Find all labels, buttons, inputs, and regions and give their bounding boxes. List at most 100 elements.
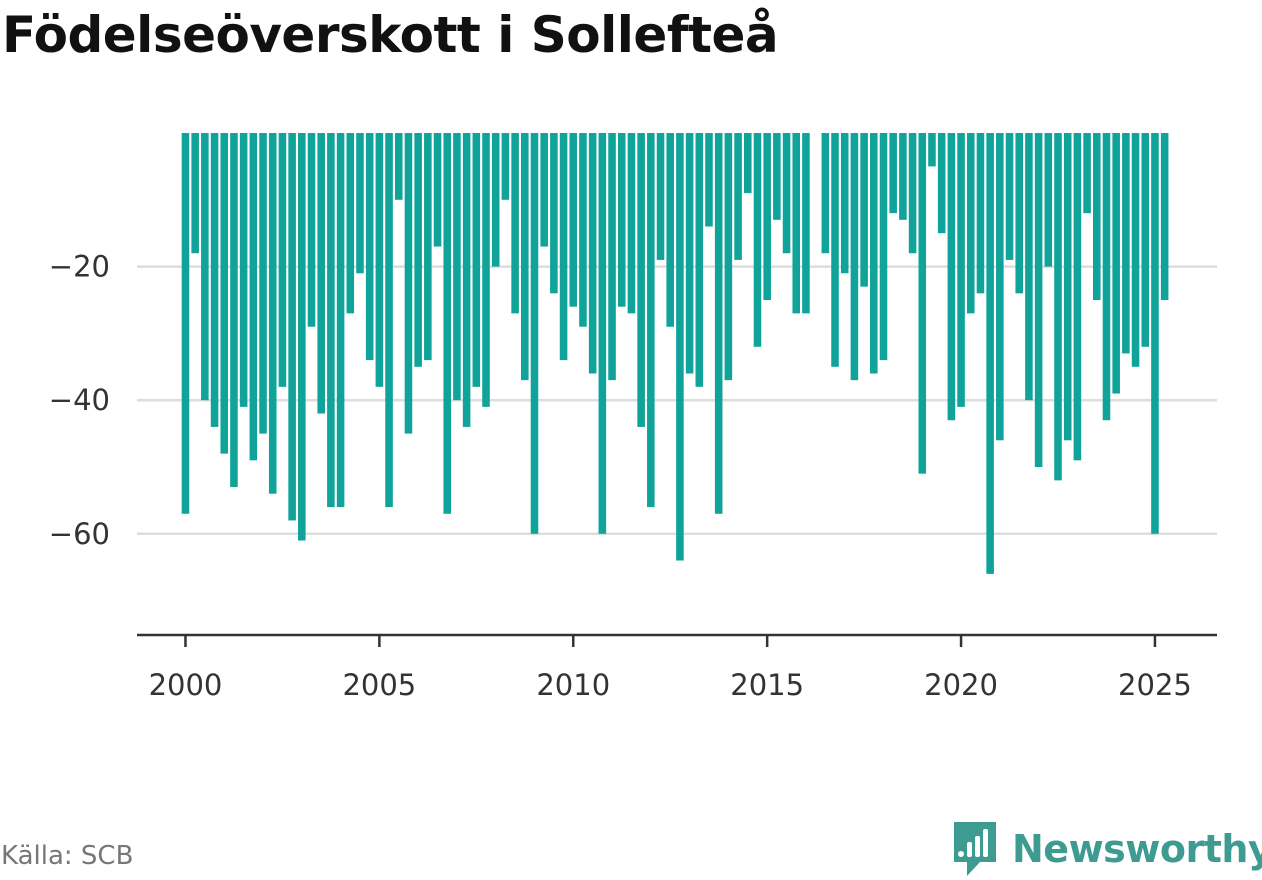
bar — [937, 133, 946, 234]
bar — [1015, 133, 1024, 294]
bar — [617, 133, 626, 307]
bar — [966, 133, 975, 314]
brand-name: Newsworthy — [1012, 827, 1262, 871]
bar — [210, 133, 219, 427]
x-tick-label: 2000 — [149, 668, 223, 702]
bar — [317, 133, 325, 414]
bar — [666, 133, 674, 327]
bar — [996, 133, 1004, 441]
bar — [908, 133, 917, 254]
bar — [608, 133, 616, 381]
bar — [802, 133, 810, 314]
bar — [1141, 133, 1150, 347]
bar — [773, 133, 781, 220]
bar — [763, 133, 771, 300]
bar-chart: 2000 2005 2010 2015 2020 2025 −20 −40 −60 — [49, 133, 1217, 702]
x-tick-label: 2020 — [924, 668, 998, 702]
bar — [191, 133, 199, 254]
bar — [433, 133, 442, 247]
bar — [1112, 133, 1120, 394]
bar — [1122, 133, 1130, 354]
bar — [1073, 133, 1082, 461]
bar — [453, 133, 461, 401]
bar — [753, 133, 762, 347]
bar — [1083, 133, 1091, 214]
bar — [1005, 133, 1014, 260]
bar — [249, 133, 258, 461]
bar — [259, 133, 267, 434]
bar — [870, 133, 878, 374]
bar — [201, 133, 209, 401]
bar — [782, 133, 791, 254]
bar — [899, 133, 907, 220]
bar — [1160, 133, 1169, 300]
bar — [1131, 133, 1140, 367]
y-tick-label: −20 — [49, 250, 110, 284]
bar — [385, 133, 393, 508]
bar — [501, 133, 510, 200]
bar — [365, 133, 374, 361]
bar — [1151, 133, 1159, 534]
bar — [579, 133, 587, 327]
bar — [928, 133, 936, 167]
bar — [947, 133, 956, 421]
bar — [1025, 133, 1033, 401]
bar — [957, 133, 965, 407]
chart-title: Födelseöverskott i Sollefteå — [2, 6, 779, 64]
bar — [414, 133, 422, 367]
bar — [860, 133, 868, 287]
bar — [336, 133, 345, 508]
bar — [491, 133, 500, 267]
x-tick-label: 2025 — [1118, 668, 1192, 702]
bar — [831, 133, 839, 367]
bar — [1034, 133, 1043, 467]
brand-logo[interactable]: Newsworthy — [950, 818, 1262, 880]
bar — [685, 133, 694, 374]
bar — [521, 133, 529, 381]
bar — [840, 133, 849, 274]
bar — [482, 133, 490, 407]
bar — [346, 133, 355, 314]
y-tick-label: −60 — [49, 517, 110, 551]
bar — [714, 133, 723, 514]
bar — [375, 133, 384, 387]
bar — [356, 133, 364, 274]
bar — [850, 133, 859, 381]
bar — [724, 133, 733, 381]
bar — [394, 133, 403, 200]
bar — [559, 133, 568, 361]
bar — [705, 133, 713, 227]
bar — [239, 133, 248, 407]
bar — [424, 133, 432, 361]
bar — [734, 133, 742, 260]
bar — [569, 133, 578, 307]
bar — [743, 133, 752, 194]
bar — [627, 133, 636, 314]
bar — [220, 133, 229, 454]
bar — [540, 133, 548, 247]
bar — [879, 133, 888, 361]
x-axis-ticks: 2000 2005 2010 2015 2020 2025 — [149, 635, 1192, 702]
bar — [278, 133, 287, 387]
bar — [298, 133, 306, 541]
bar — [472, 133, 481, 387]
bar — [288, 133, 296, 521]
bar — [550, 133, 558, 294]
bar — [986, 133, 994, 574]
bar — [656, 133, 665, 260]
bar — [821, 133, 830, 254]
source-label: Källa: SCB — [1, 841, 134, 871]
bar — [976, 133, 985, 294]
bar — [598, 133, 607, 534]
bar — [918, 133, 927, 474]
x-tick-label: 2005 — [342, 668, 416, 702]
bar — [462, 133, 471, 427]
bar — [268, 133, 277, 494]
y-tick-label: −40 — [49, 383, 110, 417]
bar — [181, 133, 190, 514]
bars — [181, 133, 1169, 574]
bar — [307, 133, 316, 327]
newsworthy-logo-icon — [954, 822, 996, 876]
bar — [647, 133, 655, 508]
bar — [230, 133, 238, 488]
